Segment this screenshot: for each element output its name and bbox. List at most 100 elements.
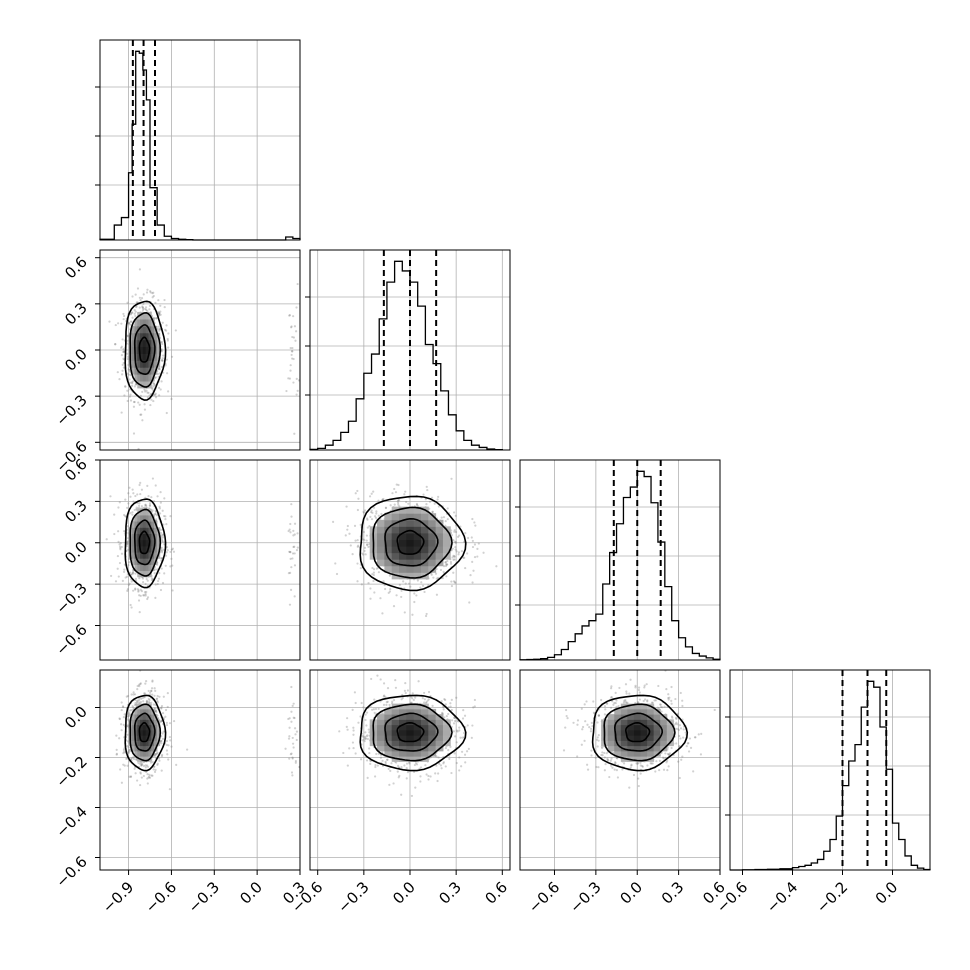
scatter-point [294, 330, 298, 333]
scatter-point [289, 753, 292, 756]
density-cell [151, 367, 155, 375]
scatter-point [392, 782, 395, 785]
scatter-point [130, 320, 133, 323]
scatter-point [126, 588, 129, 591]
scatter-point [289, 588, 293, 591]
scatter-point [444, 524, 447, 527]
scatter-point [375, 510, 378, 513]
scatter-point [157, 367, 160, 371]
scatter-point [150, 689, 153, 692]
scatter-point [407, 502, 410, 505]
scatter-point [123, 530, 126, 533]
scatter-point [444, 520, 447, 523]
scatter-point [406, 689, 409, 692]
scatter-point [122, 748, 126, 751]
density-cell [145, 521, 149, 528]
scatter-point [454, 548, 457, 551]
scatter-point [144, 504, 148, 507]
scatter-point [362, 511, 366, 514]
scatter-point [135, 506, 138, 509]
scatter-point [474, 524, 477, 527]
density-cell [145, 527, 149, 534]
scatter-point [454, 530, 458, 534]
scatter-point [159, 588, 163, 592]
scatter-point [129, 373, 132, 377]
scatter-point [172, 719, 176, 723]
scatter-point [397, 483, 400, 487]
scatter-point [152, 703, 155, 706]
scatter-point [140, 488, 144, 491]
scatter-point [365, 735, 368, 738]
density-cell [145, 729, 149, 736]
scatter-point [441, 711, 444, 714]
scatter-point [382, 703, 386, 706]
density-cell [140, 508, 144, 516]
scatter-point [149, 691, 152, 694]
scatter-point [405, 500, 408, 504]
density-cell [148, 552, 152, 559]
scatter-point [161, 737, 165, 740]
scatter-point [421, 584, 425, 587]
scatter-point [159, 501, 162, 504]
scatter-point [131, 513, 134, 516]
scatter-point [148, 504, 152, 507]
scatter-point [154, 583, 157, 586]
scatter-point [417, 680, 420, 683]
scatter-point [379, 597, 382, 600]
scatter-point [153, 571, 156, 575]
scatter-point [119, 548, 122, 551]
scatter-point [137, 599, 141, 602]
scatter-point [149, 291, 152, 294]
histogram-step-line [309, 260, 503, 451]
density-cell [142, 360, 147, 368]
scatter-point [436, 576, 440, 580]
scatter-point [461, 717, 465, 720]
scatter-point [142, 307, 145, 310]
scatter-point [129, 603, 132, 607]
scatter-point [133, 385, 136, 388]
scatter-point [143, 388, 146, 391]
scatter-point [290, 350, 294, 353]
scatter-point [376, 764, 379, 767]
density-cell [428, 539, 437, 547]
contour-level [396, 529, 425, 555]
scatter-point [148, 701, 151, 705]
density-cell [145, 570, 149, 578]
scatter-point [163, 572, 166, 575]
density-cell [142, 729, 147, 736]
scatter-point [430, 496, 434, 499]
density-cell [142, 318, 147, 327]
density-cell [134, 533, 138, 541]
density-cell [131, 339, 135, 348]
density-cell [134, 745, 138, 752]
scatter-point [365, 711, 369, 714]
scatter-point [291, 757, 294, 760]
scatter-point [174, 329, 177, 332]
scatter-point [374, 516, 378, 519]
scatter-point [290, 326, 293, 329]
density-cell [154, 539, 158, 547]
scatter-point [426, 699, 429, 702]
scatter-point [135, 301, 138, 304]
scatter-point [132, 400, 136, 404]
scatter-point [288, 603, 292, 606]
scatter-point [158, 695, 161, 698]
density-cell [142, 740, 147, 747]
scatter-point [453, 716, 456, 719]
scatter-point [165, 411, 168, 415]
scatter-point [124, 498, 127, 501]
density-cell [148, 374, 152, 382]
scatter-point [157, 367, 161, 370]
scatter-point [122, 752, 125, 755]
scatter-point [356, 489, 359, 493]
scatter-point [402, 580, 405, 583]
scatter-point [160, 706, 163, 709]
scatter-point [159, 531, 163, 535]
scatter-point [158, 507, 161, 510]
scatter-point [460, 750, 464, 753]
density-cell [140, 539, 144, 547]
density-cell [413, 519, 422, 527]
scatter-point [449, 705, 452, 708]
scatter-point [151, 388, 154, 391]
density-cell [413, 552, 422, 560]
